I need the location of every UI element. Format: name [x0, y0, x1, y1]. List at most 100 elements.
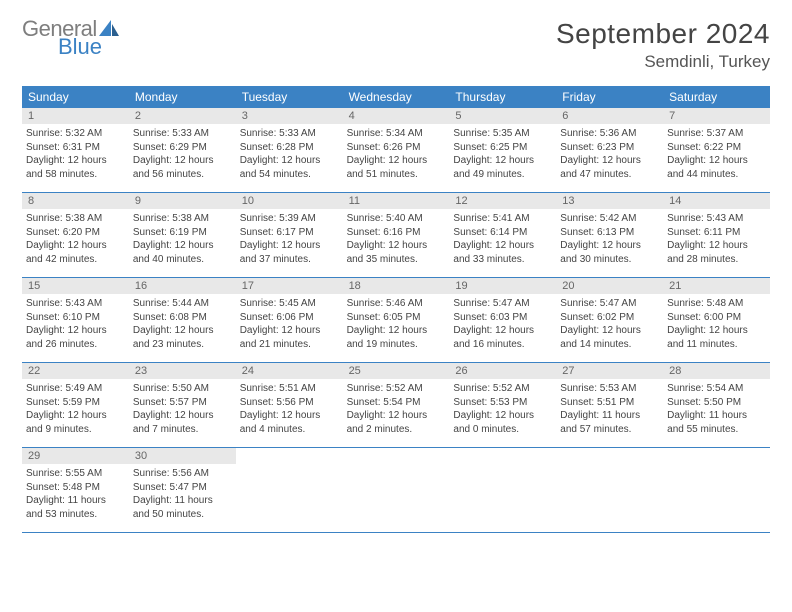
sunrise-line: Sunrise: 5:47 AM — [556, 297, 663, 311]
sunset-line: Sunset: 6:16 PM — [343, 226, 450, 240]
day-cell: 18Sunrise: 5:46 AMSunset: 6:05 PMDayligh… — [343, 278, 450, 362]
day-number: 24 — [236, 363, 343, 379]
sunset-line: Sunset: 6:02 PM — [556, 311, 663, 325]
daylight-line-1: Daylight: 12 hours — [343, 409, 450, 423]
sunrise-line: Sunrise: 5:55 AM — [22, 467, 129, 481]
sunrise-line: Sunrise: 5:34 AM — [343, 127, 450, 141]
day-cell: 1Sunrise: 5:32 AMSunset: 6:31 PMDaylight… — [22, 108, 129, 192]
sunset-line: Sunset: 5:59 PM — [22, 396, 129, 410]
daylight-line-1: Daylight: 12 hours — [556, 239, 663, 253]
day-cell: 29Sunrise: 5:55 AMSunset: 5:48 PMDayligh… — [22, 448, 129, 532]
day-number: 14 — [663, 193, 770, 209]
day-cell: 13Sunrise: 5:42 AMSunset: 6:13 PMDayligh… — [556, 193, 663, 277]
sunset-line: Sunset: 6:22 PM — [663, 141, 770, 155]
sunrise-line: Sunrise: 5:35 AM — [449, 127, 556, 141]
day-number: 23 — [129, 363, 236, 379]
daylight-line-2: and 9 minutes. — [22, 423, 129, 437]
day-number: 28 — [663, 363, 770, 379]
sunset-line: Sunset: 6:10 PM — [22, 311, 129, 325]
day-cell: 17Sunrise: 5:45 AMSunset: 6:06 PMDayligh… — [236, 278, 343, 362]
day-cell: 3Sunrise: 5:33 AMSunset: 6:28 PMDaylight… — [236, 108, 343, 192]
sunrise-line: Sunrise: 5:41 AM — [449, 212, 556, 226]
location: Semdinli, Turkey — [556, 52, 770, 72]
sunrise-line: Sunrise: 5:56 AM — [129, 467, 236, 481]
sunset-line: Sunset: 6:05 PM — [343, 311, 450, 325]
daylight-line-2: and 11 minutes. — [663, 338, 770, 352]
daylight-line-2: and 19 minutes. — [343, 338, 450, 352]
daylight-line-1: Daylight: 12 hours — [22, 324, 129, 338]
daylight-line-1: Daylight: 11 hours — [129, 494, 236, 508]
daylight-line-1: Daylight: 12 hours — [556, 154, 663, 168]
day-cell: 27Sunrise: 5:53 AMSunset: 5:51 PMDayligh… — [556, 363, 663, 447]
sunset-line: Sunset: 6:03 PM — [449, 311, 556, 325]
empty-cell — [663, 448, 770, 532]
sunrise-line: Sunrise: 5:45 AM — [236, 297, 343, 311]
daylight-line-2: and 0 minutes. — [449, 423, 556, 437]
daylight-line-2: and 44 minutes. — [663, 168, 770, 182]
sunrise-line: Sunrise: 5:49 AM — [22, 382, 129, 396]
sunset-line: Sunset: 6:06 PM — [236, 311, 343, 325]
empty-cell — [556, 448, 663, 532]
daylight-line-1: Daylight: 12 hours — [663, 154, 770, 168]
daylight-line-1: Daylight: 12 hours — [343, 154, 450, 168]
empty-cell — [449, 448, 556, 532]
daylight-line-1: Daylight: 12 hours — [22, 409, 129, 423]
daylight-line-2: and 37 minutes. — [236, 253, 343, 267]
day-cell: 21Sunrise: 5:48 AMSunset: 6:00 PMDayligh… — [663, 278, 770, 362]
daylight-line-1: Daylight: 12 hours — [663, 239, 770, 253]
day-number: 12 — [449, 193, 556, 209]
day-cell: 15Sunrise: 5:43 AMSunset: 6:10 PMDayligh… — [22, 278, 129, 362]
daylight-line-2: and 21 minutes. — [236, 338, 343, 352]
sunrise-line: Sunrise: 5:43 AM — [663, 212, 770, 226]
daylight-line-1: Daylight: 12 hours — [129, 324, 236, 338]
weekday-header: Tuesday — [236, 86, 343, 108]
sunrise-line: Sunrise: 5:36 AM — [556, 127, 663, 141]
empty-cell — [343, 448, 450, 532]
day-cell: 7Sunrise: 5:37 AMSunset: 6:22 PMDaylight… — [663, 108, 770, 192]
sunrise-line: Sunrise: 5:38 AM — [129, 212, 236, 226]
day-number: 26 — [449, 363, 556, 379]
sunrise-line: Sunrise: 5:46 AM — [343, 297, 450, 311]
sunset-line: Sunset: 6:26 PM — [343, 141, 450, 155]
daylight-line-1: Daylight: 12 hours — [129, 154, 236, 168]
logo-text-blue: Blue — [58, 36, 119, 58]
day-cell: 23Sunrise: 5:50 AMSunset: 5:57 PMDayligh… — [129, 363, 236, 447]
daylight-line-1: Daylight: 12 hours — [129, 409, 236, 423]
sunrise-line: Sunrise: 5:50 AM — [129, 382, 236, 396]
daylight-line-2: and 49 minutes. — [449, 168, 556, 182]
daylight-line-2: and 57 minutes. — [556, 423, 663, 437]
day-cell: 9Sunrise: 5:38 AMSunset: 6:19 PMDaylight… — [129, 193, 236, 277]
day-number: 9 — [129, 193, 236, 209]
daylight-line-2: and 42 minutes. — [22, 253, 129, 267]
day-cell: 26Sunrise: 5:52 AMSunset: 5:53 PMDayligh… — [449, 363, 556, 447]
daylight-line-2: and 53 minutes. — [22, 508, 129, 522]
daylight-line-1: Daylight: 12 hours — [663, 324, 770, 338]
sunrise-line: Sunrise: 5:52 AM — [449, 382, 556, 396]
day-number: 2 — [129, 108, 236, 124]
daylight-line-1: Daylight: 12 hours — [22, 239, 129, 253]
daylight-line-1: Daylight: 11 hours — [22, 494, 129, 508]
daylight-line-2: and 4 minutes. — [236, 423, 343, 437]
daylight-line-2: and 54 minutes. — [236, 168, 343, 182]
day-cell: 20Sunrise: 5:47 AMSunset: 6:02 PMDayligh… — [556, 278, 663, 362]
daylight-line-2: and 56 minutes. — [129, 168, 236, 182]
sunrise-line: Sunrise: 5:43 AM — [22, 297, 129, 311]
week-row: 22Sunrise: 5:49 AMSunset: 5:59 PMDayligh… — [22, 363, 770, 448]
day-number: 20 — [556, 278, 663, 294]
calendar: SundayMondayTuesdayWednesdayThursdayFrid… — [22, 86, 770, 533]
day-number: 17 — [236, 278, 343, 294]
sunset-line: Sunset: 6:08 PM — [129, 311, 236, 325]
sunset-line: Sunset: 6:23 PM — [556, 141, 663, 155]
day-number: 6 — [556, 108, 663, 124]
day-number: 30 — [129, 448, 236, 464]
sunrise-line: Sunrise: 5:38 AM — [22, 212, 129, 226]
sunset-line: Sunset: 6:25 PM — [449, 141, 556, 155]
weekday-header: Monday — [129, 86, 236, 108]
weeks-container: 1Sunrise: 5:32 AMSunset: 6:31 PMDaylight… — [22, 108, 770, 533]
day-cell: 25Sunrise: 5:52 AMSunset: 5:54 PMDayligh… — [343, 363, 450, 447]
daylight-line-2: and 55 minutes. — [663, 423, 770, 437]
daylight-line-2: and 40 minutes. — [129, 253, 236, 267]
day-number: 1 — [22, 108, 129, 124]
day-cell: 10Sunrise: 5:39 AMSunset: 6:17 PMDayligh… — [236, 193, 343, 277]
sunrise-line: Sunrise: 5:54 AM — [663, 382, 770, 396]
